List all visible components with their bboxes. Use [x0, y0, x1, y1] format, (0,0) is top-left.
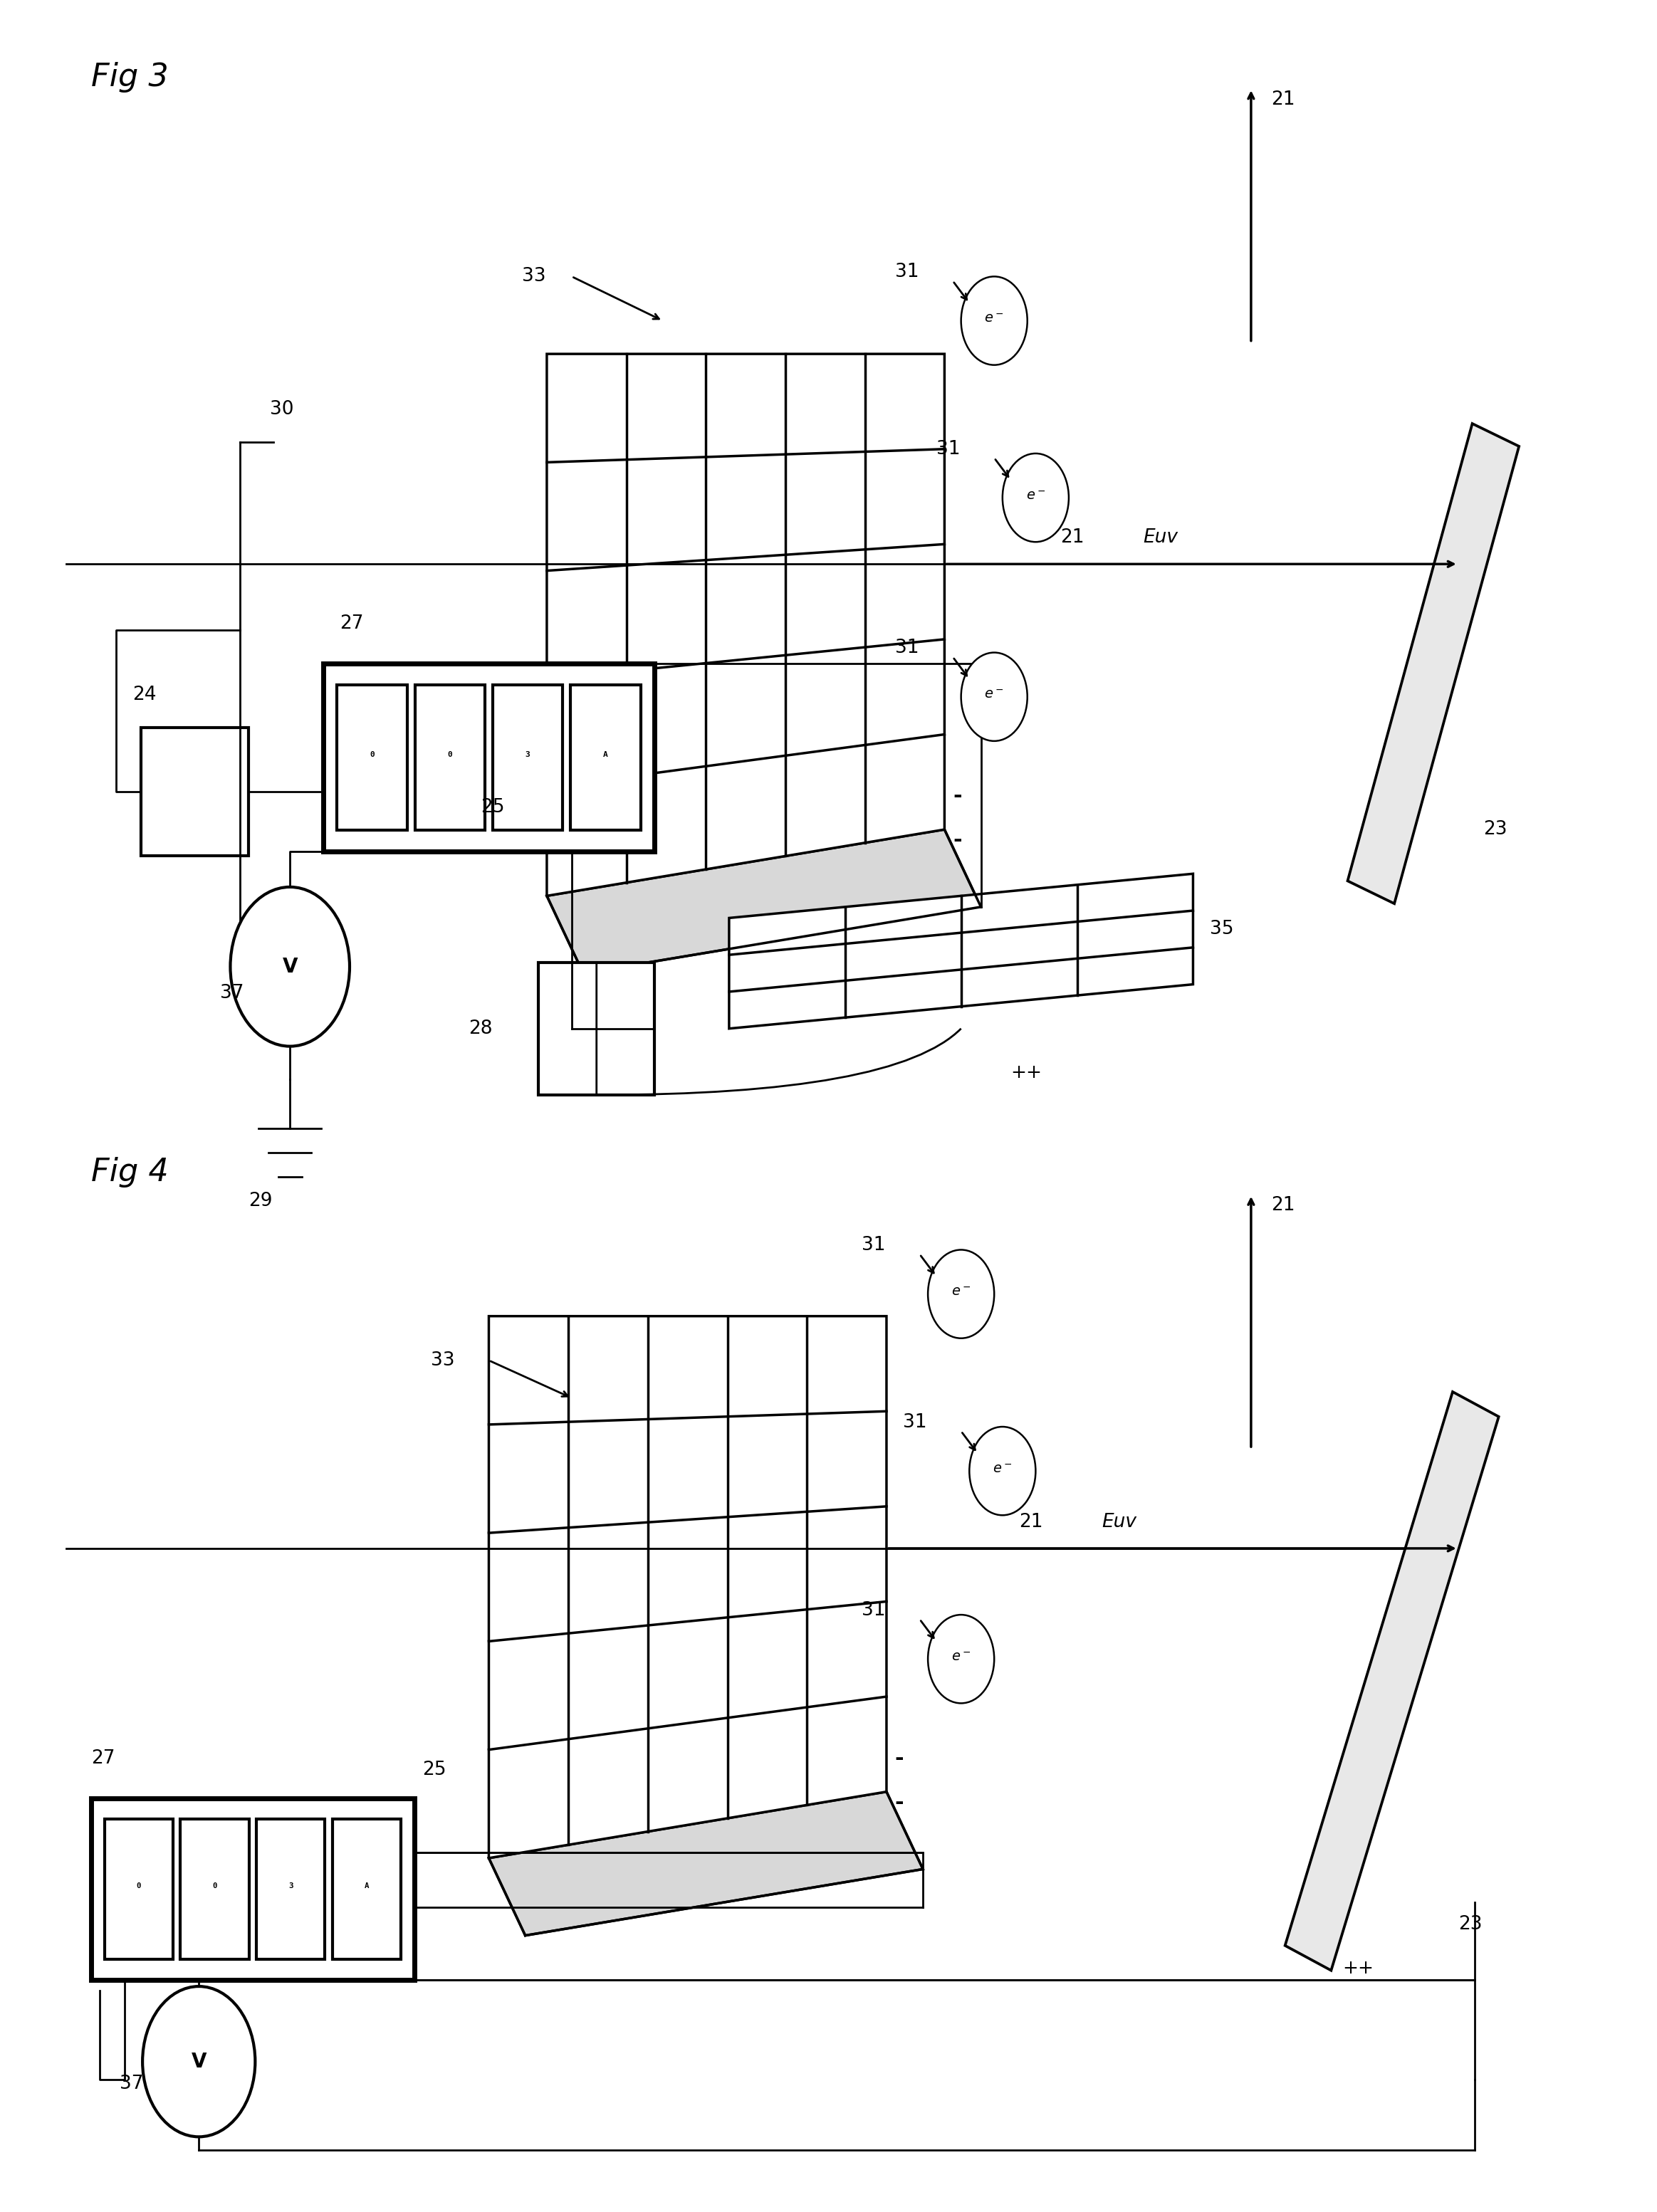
- Text: V: V: [191, 2051, 207, 2073]
- Polygon shape: [1347, 425, 1519, 902]
- Text: $e^-$: $e^-$: [984, 312, 1004, 325]
- Text: 37: 37: [220, 984, 244, 1002]
- Circle shape: [928, 1250, 994, 1338]
- Polygon shape: [729, 874, 1193, 1029]
- Text: 31: 31: [903, 1413, 926, 1431]
- Text: 31: 31: [862, 1601, 885, 1619]
- Text: 27: 27: [91, 1750, 114, 1767]
- Text: $e^-$: $e^-$: [984, 688, 1004, 701]
- Text: 33: 33: [431, 1352, 454, 1369]
- Text: Euv: Euv: [1102, 1513, 1137, 1531]
- Text: Euv: Euv: [1143, 529, 1178, 546]
- Bar: [333, 1818, 401, 1960]
- Bar: [181, 1818, 249, 1960]
- Circle shape: [143, 1986, 255, 2137]
- Bar: [104, 1818, 172, 1960]
- Text: 25: 25: [481, 799, 504, 816]
- Text: A: A: [365, 1882, 370, 1889]
- Text: 23: 23: [1483, 821, 1506, 838]
- Polygon shape: [489, 1792, 923, 1936]
- Text: Fig 4: Fig 4: [91, 1157, 169, 1188]
- Text: 31: 31: [895, 263, 918, 281]
- Polygon shape: [489, 1316, 886, 1858]
- Text: A: A: [603, 750, 608, 759]
- Text: 0: 0: [136, 1882, 141, 1889]
- Text: -: -: [953, 785, 961, 807]
- Text: $e^-$: $e^-$: [993, 1462, 1012, 1475]
- Circle shape: [969, 1427, 1036, 1515]
- Polygon shape: [547, 354, 944, 896]
- Bar: [414, 686, 486, 830]
- Bar: [539, 962, 655, 1095]
- Circle shape: [928, 1615, 994, 1703]
- Text: 29: 29: [249, 1192, 272, 1210]
- Text: 21: 21: [1019, 1513, 1042, 1531]
- Circle shape: [961, 653, 1027, 741]
- Text: $e^-$: $e^-$: [951, 1650, 971, 1663]
- Text: 25: 25: [423, 1761, 446, 1778]
- Polygon shape: [547, 830, 981, 973]
- Text: 27: 27: [340, 615, 363, 633]
- Text: 28: 28: [469, 1020, 492, 1037]
- Text: 35: 35: [1210, 920, 1233, 938]
- Text: -: -: [895, 1747, 903, 1770]
- Circle shape: [230, 887, 350, 1046]
- Text: Fig 3: Fig 3: [91, 62, 169, 93]
- Bar: [257, 1818, 325, 1960]
- Text: -: -: [953, 830, 961, 852]
- Text: $e^-$: $e^-$: [1026, 489, 1046, 502]
- Polygon shape: [1286, 1391, 1498, 1971]
- Text: 37: 37: [119, 2075, 143, 2093]
- Text: 31: 31: [895, 639, 918, 657]
- Bar: [336, 686, 408, 830]
- Text: 3: 3: [288, 1882, 293, 1889]
- Text: $e^-$: $e^-$: [951, 1285, 971, 1298]
- Text: 31: 31: [862, 1237, 885, 1254]
- Text: 21: 21: [1271, 1197, 1294, 1214]
- Text: 21: 21: [1060, 529, 1084, 546]
- Circle shape: [1002, 453, 1069, 542]
- Bar: [141, 728, 249, 856]
- Text: ++: ++: [1011, 1064, 1042, 1082]
- Text: 23: 23: [1458, 1916, 1481, 1933]
- Bar: [492, 686, 563, 830]
- Text: 30: 30: [270, 400, 293, 418]
- Text: 31: 31: [936, 440, 959, 458]
- Text: ++: ++: [1342, 1960, 1374, 1978]
- Text: V: V: [282, 956, 298, 978]
- Text: 0: 0: [447, 750, 452, 759]
- Bar: [570, 686, 641, 830]
- Text: 0: 0: [370, 750, 374, 759]
- Circle shape: [961, 276, 1027, 365]
- Bar: [91, 1798, 414, 1980]
- Text: -: -: [895, 1792, 903, 1814]
- Text: 21: 21: [1271, 91, 1294, 108]
- Bar: [323, 664, 655, 852]
- Text: 33: 33: [522, 268, 545, 285]
- Text: 0: 0: [212, 1882, 217, 1889]
- Text: 3: 3: [525, 750, 530, 759]
- Text: 24: 24: [133, 686, 156, 703]
